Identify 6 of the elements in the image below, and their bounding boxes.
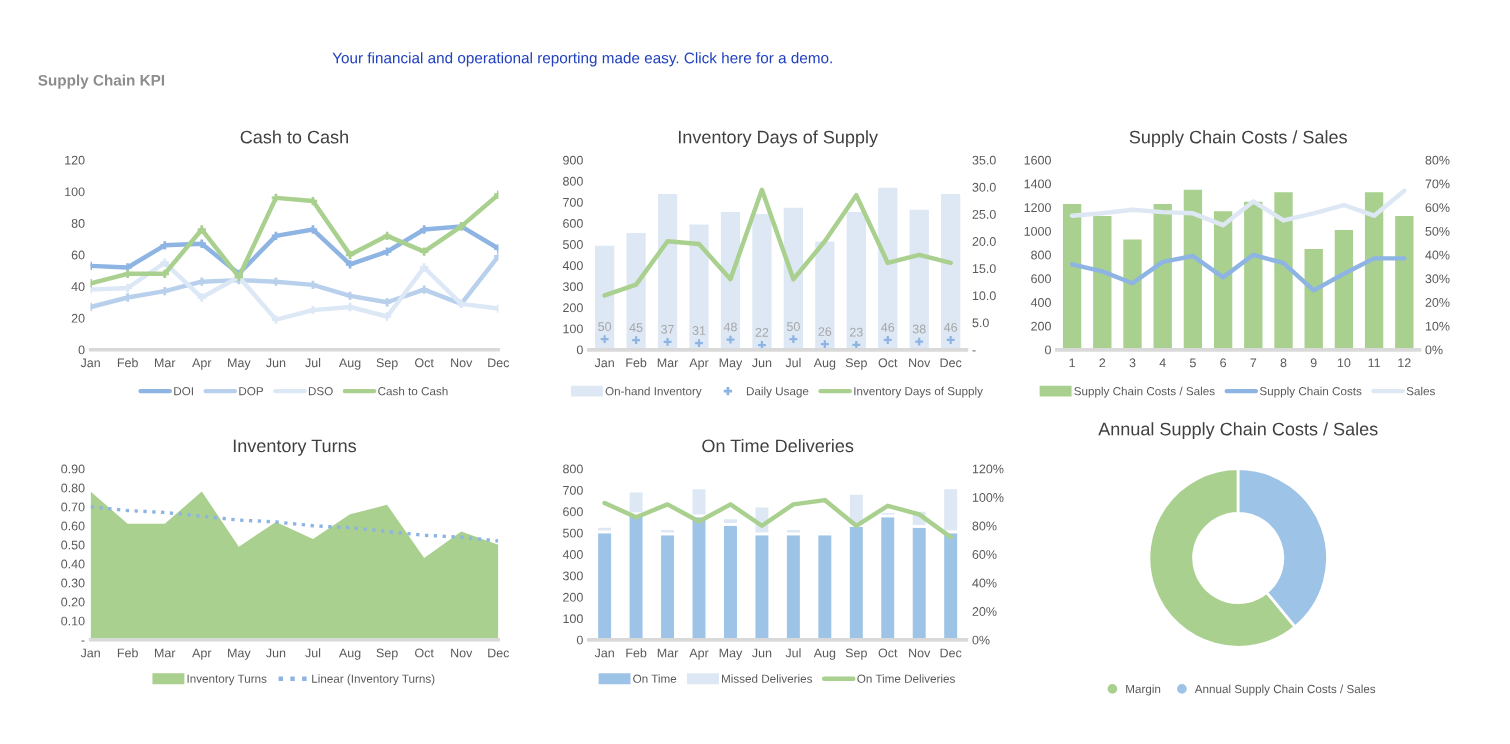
chart-title: Supply Chain Costs / Sales [1129, 130, 1347, 148]
chart-title: Inventory Turns [233, 439, 357, 456]
chart-title: Inventory Days of Supply [678, 130, 878, 148]
chart-title: Cash to Cash [240, 130, 348, 144]
chart-title: Annual Supply Chain Costs / Sales [1098, 422, 1378, 440]
chart-title: On Time Deliveries [702, 438, 854, 453]
